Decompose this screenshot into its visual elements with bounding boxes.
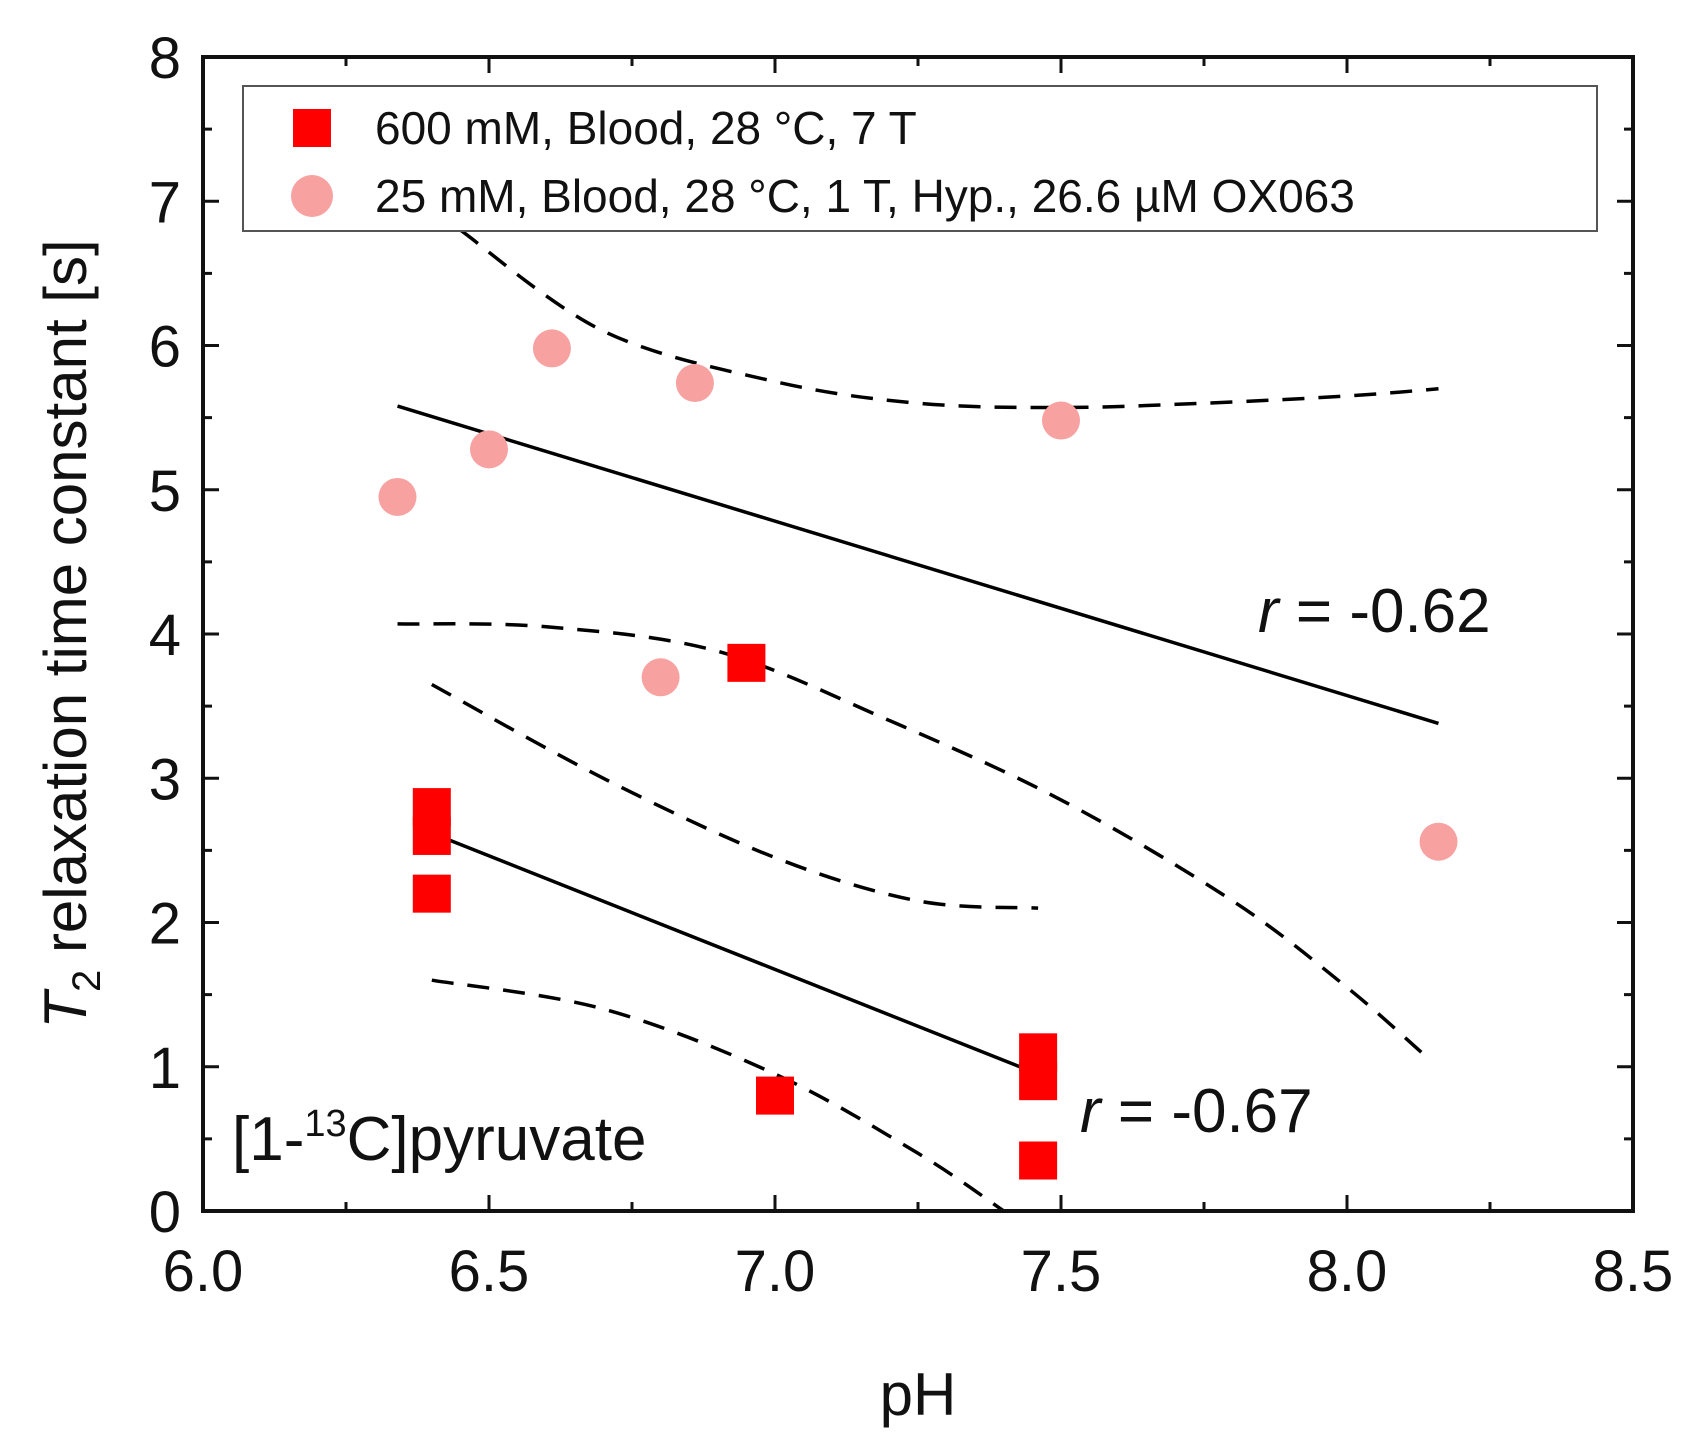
axis-ticks: 6.0 6.5 7.0 7.5 8.0 8.5 0 1 2 3 4 5 6 7 8	[149, 26, 1674, 1304]
data-point-square	[412, 874, 451, 913]
y-tick-label: 5	[149, 459, 181, 524]
fit-600mM-ci-lower	[431, 978, 1005, 1213]
x-tick-label: 7.0	[735, 1239, 816, 1304]
legend-label-600mm: 600 mM, Blood, 28 °C, 7 T	[375, 102, 917, 154]
data-point-square	[412, 816, 451, 855]
y-axis-title-rest: relaxation time constant [s]	[32, 239, 99, 969]
data-point-circle	[470, 430, 508, 469]
correlation-label-lower: r = -0.67	[1080, 1077, 1313, 1146]
data-point-square	[1019, 1141, 1058, 1180]
x-tick-label: 7.5	[1021, 1239, 1102, 1304]
data-point-circle	[1419, 822, 1458, 861]
y-axis-title-subscript: 2	[65, 970, 109, 992]
fit-600mM-line	[431, 831, 1039, 1076]
data-point-circle	[675, 364, 714, 403]
y-axis-title: T2 relaxation time constant [s]	[32, 239, 109, 1028]
y-axis-title-symbol: T	[32, 988, 99, 1029]
y-tick-label: 6	[149, 315, 181, 380]
data-point-square	[727, 643, 766, 682]
x-tick-label: 6.0	[163, 1239, 244, 1304]
correlation-value: = -0.62	[1279, 577, 1491, 646]
x-tick-label: 8.0	[1307, 1239, 1388, 1304]
correlation-symbol: r	[1080, 1077, 1103, 1146]
y-tick-label: 8	[149, 26, 181, 91]
compound-prefix: [1-	[232, 1105, 304, 1174]
fit-25mM-ci-lower	[397, 622, 1423, 1054]
fit-25mM-ci-upper	[459, 228, 1439, 410]
compound-label: [1-13C]pyruvate	[232, 1103, 646, 1174]
y-tick-label: 1	[149, 1036, 181, 1101]
legend-box	[242, 85, 1598, 232]
data-point-circle	[378, 477, 417, 516]
data-markers	[378, 329, 1458, 1180]
compound-isotope: 13	[304, 1103, 346, 1145]
correlation-value: = -0.67	[1101, 1077, 1313, 1146]
legend: 600 mM, Blood, 28 °C, 7 T 25 mM, Blood, …	[242, 85, 1598, 232]
y-tick-label: 7	[149, 170, 181, 235]
x-axis-title: pH	[880, 1361, 957, 1428]
legend-marker-square	[293, 109, 331, 147]
correlation-label-upper: r = -0.62	[1258, 577, 1491, 646]
y-tick-label: 2	[149, 892, 181, 957]
y-tick-label: 3	[149, 747, 181, 812]
data-point-square	[756, 1076, 794, 1115]
data-point-circle	[532, 329, 571, 368]
data-point-circle	[641, 658, 680, 697]
data-point-circle	[1042, 401, 1080, 440]
legend-label-25mm: 25 mM, Blood, 28 °C, 1 T, Hyp., 26.6 µM …	[375, 170, 1355, 222]
x-tick-label: 8.5	[1593, 1239, 1674, 1304]
fit-600mM-ci-upper	[430, 682, 1039, 910]
data-point-square	[1019, 1062, 1058, 1101]
y-tick-label: 4	[149, 603, 181, 668]
y-tick-label: 0	[149, 1180, 181, 1245]
x-tick-label: 6.5	[449, 1239, 530, 1304]
fit-lines	[396, 228, 1440, 1213]
compound-suffix: C]pyruvate	[347, 1105, 647, 1174]
correlation-symbol: r	[1258, 577, 1281, 646]
legend-marker-circle	[291, 175, 333, 217]
fit-25mM-line	[396, 404, 1440, 726]
